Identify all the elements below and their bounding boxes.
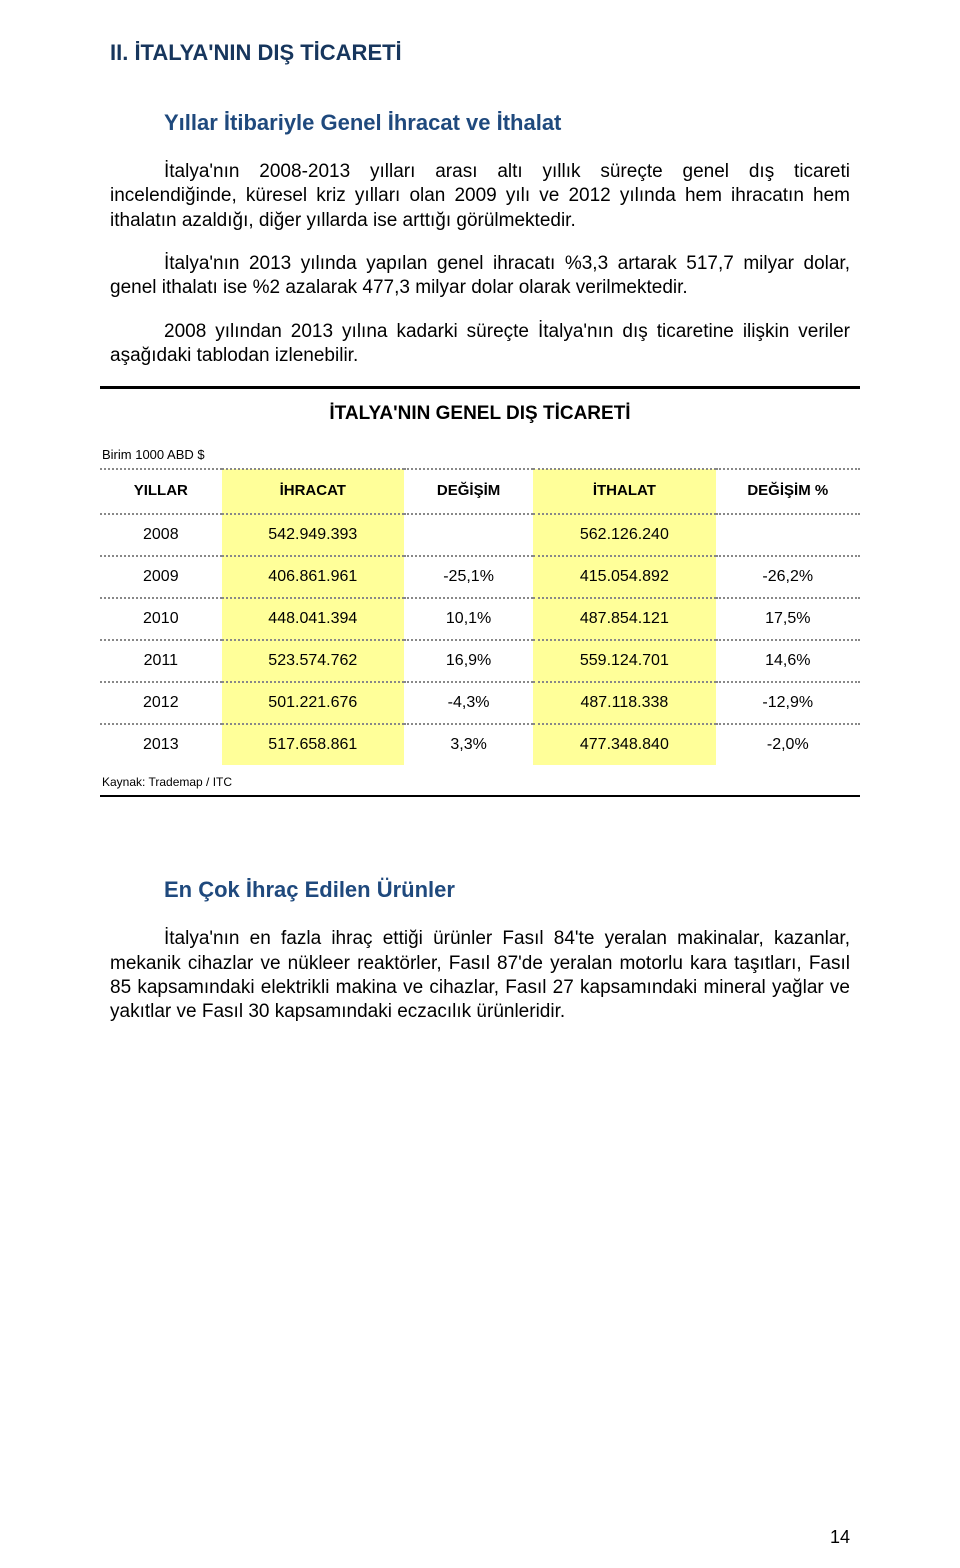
- cell-degisim-pct: 17,5%: [716, 598, 860, 640]
- cell-degisim: -4,3%: [404, 682, 533, 724]
- cell-degisim: -25,1%: [404, 556, 533, 598]
- cell-ihracat: 517.658.861: [222, 724, 404, 765]
- table-header-row: YILLAR İHRACAT DEĞİŞİM İTHALAT DEĞİŞİM %: [100, 469, 860, 514]
- paragraph-4: İtalya'nın en fazla ihraç ettiği ürünler…: [110, 927, 850, 1024]
- cell-ithalat: 487.854.121: [533, 598, 715, 640]
- cell-year: 2008: [100, 514, 222, 556]
- subsection-heading-1: Yıllar İtibariyle Genel İhracat ve İthal…: [164, 110, 850, 136]
- cell-ihracat: 406.861.961: [222, 556, 404, 598]
- cell-degisim: 3,3%: [404, 724, 533, 765]
- cell-degisim: [404, 514, 533, 556]
- col-header-degisim: DEĞİŞİM: [404, 469, 533, 514]
- table-source: Kaynak: Trademap / ITC: [100, 765, 860, 795]
- table-row: 2010 448.041.394 10,1% 487.854.121 17,5%: [100, 598, 860, 640]
- col-header-ihracat: İHRACAT: [222, 469, 404, 514]
- col-header-ithalat: İTHALAT: [533, 469, 715, 514]
- cell-ihracat: 523.574.762: [222, 640, 404, 682]
- table-unit: Birim 1000 ABD $: [100, 431, 860, 468]
- col-header-degisim-pct: DEĞİŞİM %: [716, 469, 860, 514]
- table-row: 2008 542.949.393 562.126.240: [100, 514, 860, 556]
- cell-year: 2011: [100, 640, 222, 682]
- cell-degisim-pct: -26,2%: [716, 556, 860, 598]
- table-row: 2011 523.574.762 16,9% 559.124.701 14,6%: [100, 640, 860, 682]
- table-body: 2008 542.949.393 562.126.240 2009 406.86…: [100, 514, 860, 765]
- cell-degisim-pct: 14,6%: [716, 640, 860, 682]
- cell-ihracat: 448.041.394: [222, 598, 404, 640]
- cell-year: 2010: [100, 598, 222, 640]
- cell-degisim: 10,1%: [404, 598, 533, 640]
- table-title: İTALYA'NIN GENEL DIŞ TİCARETİ: [100, 389, 860, 431]
- section-heading: II. İTALYA'NIN DIŞ TİCARETİ: [110, 40, 850, 66]
- cell-ithalat: 559.124.701: [533, 640, 715, 682]
- cell-ihracat: 542.949.393: [222, 514, 404, 556]
- subsection-heading-2: En Çok İhraç Edilen Ürünler: [164, 877, 850, 903]
- col-header-yillar: YILLAR: [100, 469, 222, 514]
- table-row: 2009 406.861.961 -25,1% 415.054.892 -26,…: [100, 556, 860, 598]
- cell-degisim-pct: [716, 514, 860, 556]
- trade-table: YILLAR İHRACAT DEĞİŞİM İTHALAT DEĞİŞİM %…: [100, 468, 860, 765]
- cell-degisim-pct: -2,0%: [716, 724, 860, 765]
- cell-ithalat: 487.118.338: [533, 682, 715, 724]
- page-number: 14: [830, 1527, 850, 1548]
- table-row: 2013 517.658.861 3,3% 477.348.840 -2,0%: [100, 724, 860, 765]
- cell-ithalat: 562.126.240: [533, 514, 715, 556]
- paragraph-2: İtalya'nın 2013 yılında yapılan genel ih…: [110, 252, 850, 301]
- cell-degisim-pct: -12,9%: [716, 682, 860, 724]
- paragraph-1: İtalya'nın 2008-2013 yılları arası altı …: [110, 160, 850, 233]
- cell-ithalat: 477.348.840: [533, 724, 715, 765]
- cell-ihracat: 501.221.676: [222, 682, 404, 724]
- cell-year: 2012: [100, 682, 222, 724]
- cell-ithalat: 415.054.892: [533, 556, 715, 598]
- trade-table-container: İTALYA'NIN GENEL DIŞ TİCARETİ Birim 1000…: [100, 386, 860, 797]
- table-row: 2012 501.221.676 -4,3% 487.118.338 -12,9…: [100, 682, 860, 724]
- cell-year: 2013: [100, 724, 222, 765]
- paragraph-3: 2008 yılından 2013 yılına kadarki süreçt…: [110, 320, 850, 369]
- cell-degisim: 16,9%: [404, 640, 533, 682]
- cell-year: 2009: [100, 556, 222, 598]
